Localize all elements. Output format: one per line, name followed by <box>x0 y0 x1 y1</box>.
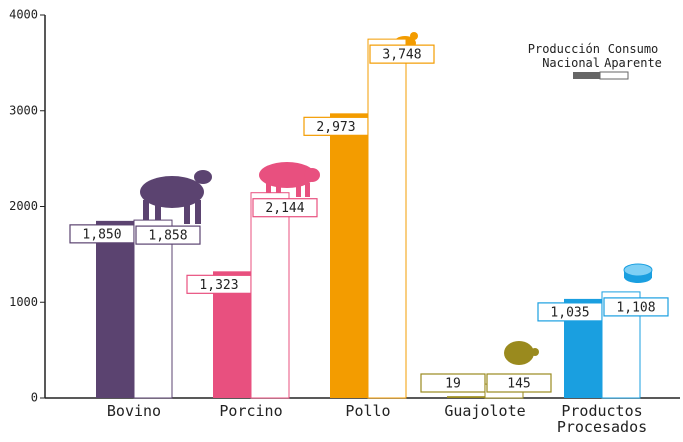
y-tick-label: 3000 <box>9 103 38 117</box>
bar-consumption <box>250 192 290 399</box>
value-label-box <box>603 297 669 317</box>
bar-consumption <box>133 219 173 399</box>
pig-icon <box>259 162 320 197</box>
y-tick-label: 1000 <box>9 295 38 309</box>
value-label-box <box>135 225 201 245</box>
value-label: 2,973 <box>316 120 355 135</box>
cow-icon <box>140 170 212 224</box>
value-label: 145 <box>507 377 530 392</box>
value-label-box <box>420 373 486 393</box>
x-tick-label: Porcino <box>219 402 283 420</box>
can-icon <box>623 263 653 283</box>
x-tick-label: Pollo <box>345 402 391 420</box>
value-label: 1,850 <box>82 227 121 242</box>
y-tick-label: 2000 <box>9 199 38 213</box>
turkey-icon <box>504 341 539 365</box>
legend-label: Consumo Aparente <box>604 42 662 70</box>
legend-swatch <box>573 72 600 79</box>
x-tick-label: Bovino <box>106 402 162 420</box>
value-label: 1,858 <box>148 229 187 244</box>
value-label: 1,108 <box>616 300 655 315</box>
value-label-box <box>486 373 552 393</box>
value-label: 2,144 <box>265 201 304 216</box>
y-tick-label: 4000 <box>9 8 38 22</box>
y-tick-label: 0 <box>31 391 38 405</box>
bar-production <box>96 220 134 398</box>
bar-consumption <box>367 38 407 399</box>
value-label-box <box>252 198 318 218</box>
value-label: 1,035 <box>550 305 589 320</box>
value-label: 19 <box>445 377 461 392</box>
value-label-box <box>369 44 435 64</box>
x-tick-label: Productos Procesados <box>556 402 648 436</box>
value-label: 3,748 <box>382 48 421 63</box>
legend-label: Producción Nacional <box>527 42 600 70</box>
legend-swatch <box>599 71 629 80</box>
x-tick-label: Guajolote <box>444 402 526 420</box>
bar-production <box>330 113 368 398</box>
value-label: 1,323 <box>199 278 238 293</box>
bar-production <box>447 396 485 398</box>
